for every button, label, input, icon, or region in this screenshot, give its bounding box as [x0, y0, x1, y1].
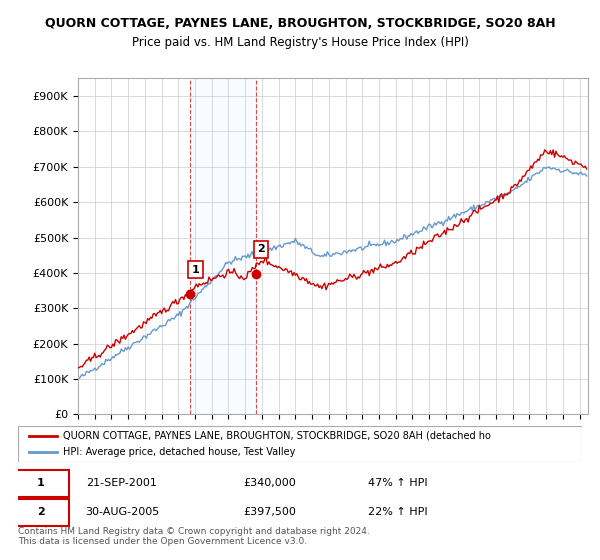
Text: Contains HM Land Registry data © Crown copyright and database right 2024.
This d: Contains HM Land Registry data © Crown c… [18, 526, 370, 546]
Bar [190, 78, 256, 414]
Text: 1: 1 [37, 478, 44, 488]
FancyBboxPatch shape [13, 499, 69, 526]
Text: 47% ↑ HPI: 47% ↑ HPI [368, 478, 427, 488]
Text: 2: 2 [257, 244, 265, 254]
Text: 30-AUG-2005: 30-AUG-2005 [86, 507, 160, 517]
Text: 2: 2 [37, 507, 44, 517]
FancyBboxPatch shape [13, 470, 69, 497]
Text: 21-SEP-2001: 21-SEP-2001 [86, 478, 157, 488]
Text: 1: 1 [191, 265, 199, 275]
Text: 22% ↑ HPI: 22% ↑ HPI [368, 507, 427, 517]
Text: £397,500: £397,500 [244, 507, 296, 517]
FancyBboxPatch shape [18, 426, 582, 462]
Text: £340,000: £340,000 [244, 478, 296, 488]
Text: Price paid vs. HM Land Registry's House Price Index (HPI): Price paid vs. HM Land Registry's House … [131, 36, 469, 49]
Text: QUORN COTTAGE, PAYNES LANE, BROUGHTON, STOCKBRIDGE, SO20 8AH: QUORN COTTAGE, PAYNES LANE, BROUGHTON, S… [44, 17, 556, 30]
Text: HPI: Average price, detached house, Test Valley: HPI: Average price, detached house, Test… [63, 447, 295, 457]
Text: QUORN COTTAGE, PAYNES LANE, BROUGHTON, STOCKBRIDGE, SO20 8AH (detached ho: QUORN COTTAGE, PAYNES LANE, BROUGHTON, S… [63, 431, 491, 441]
